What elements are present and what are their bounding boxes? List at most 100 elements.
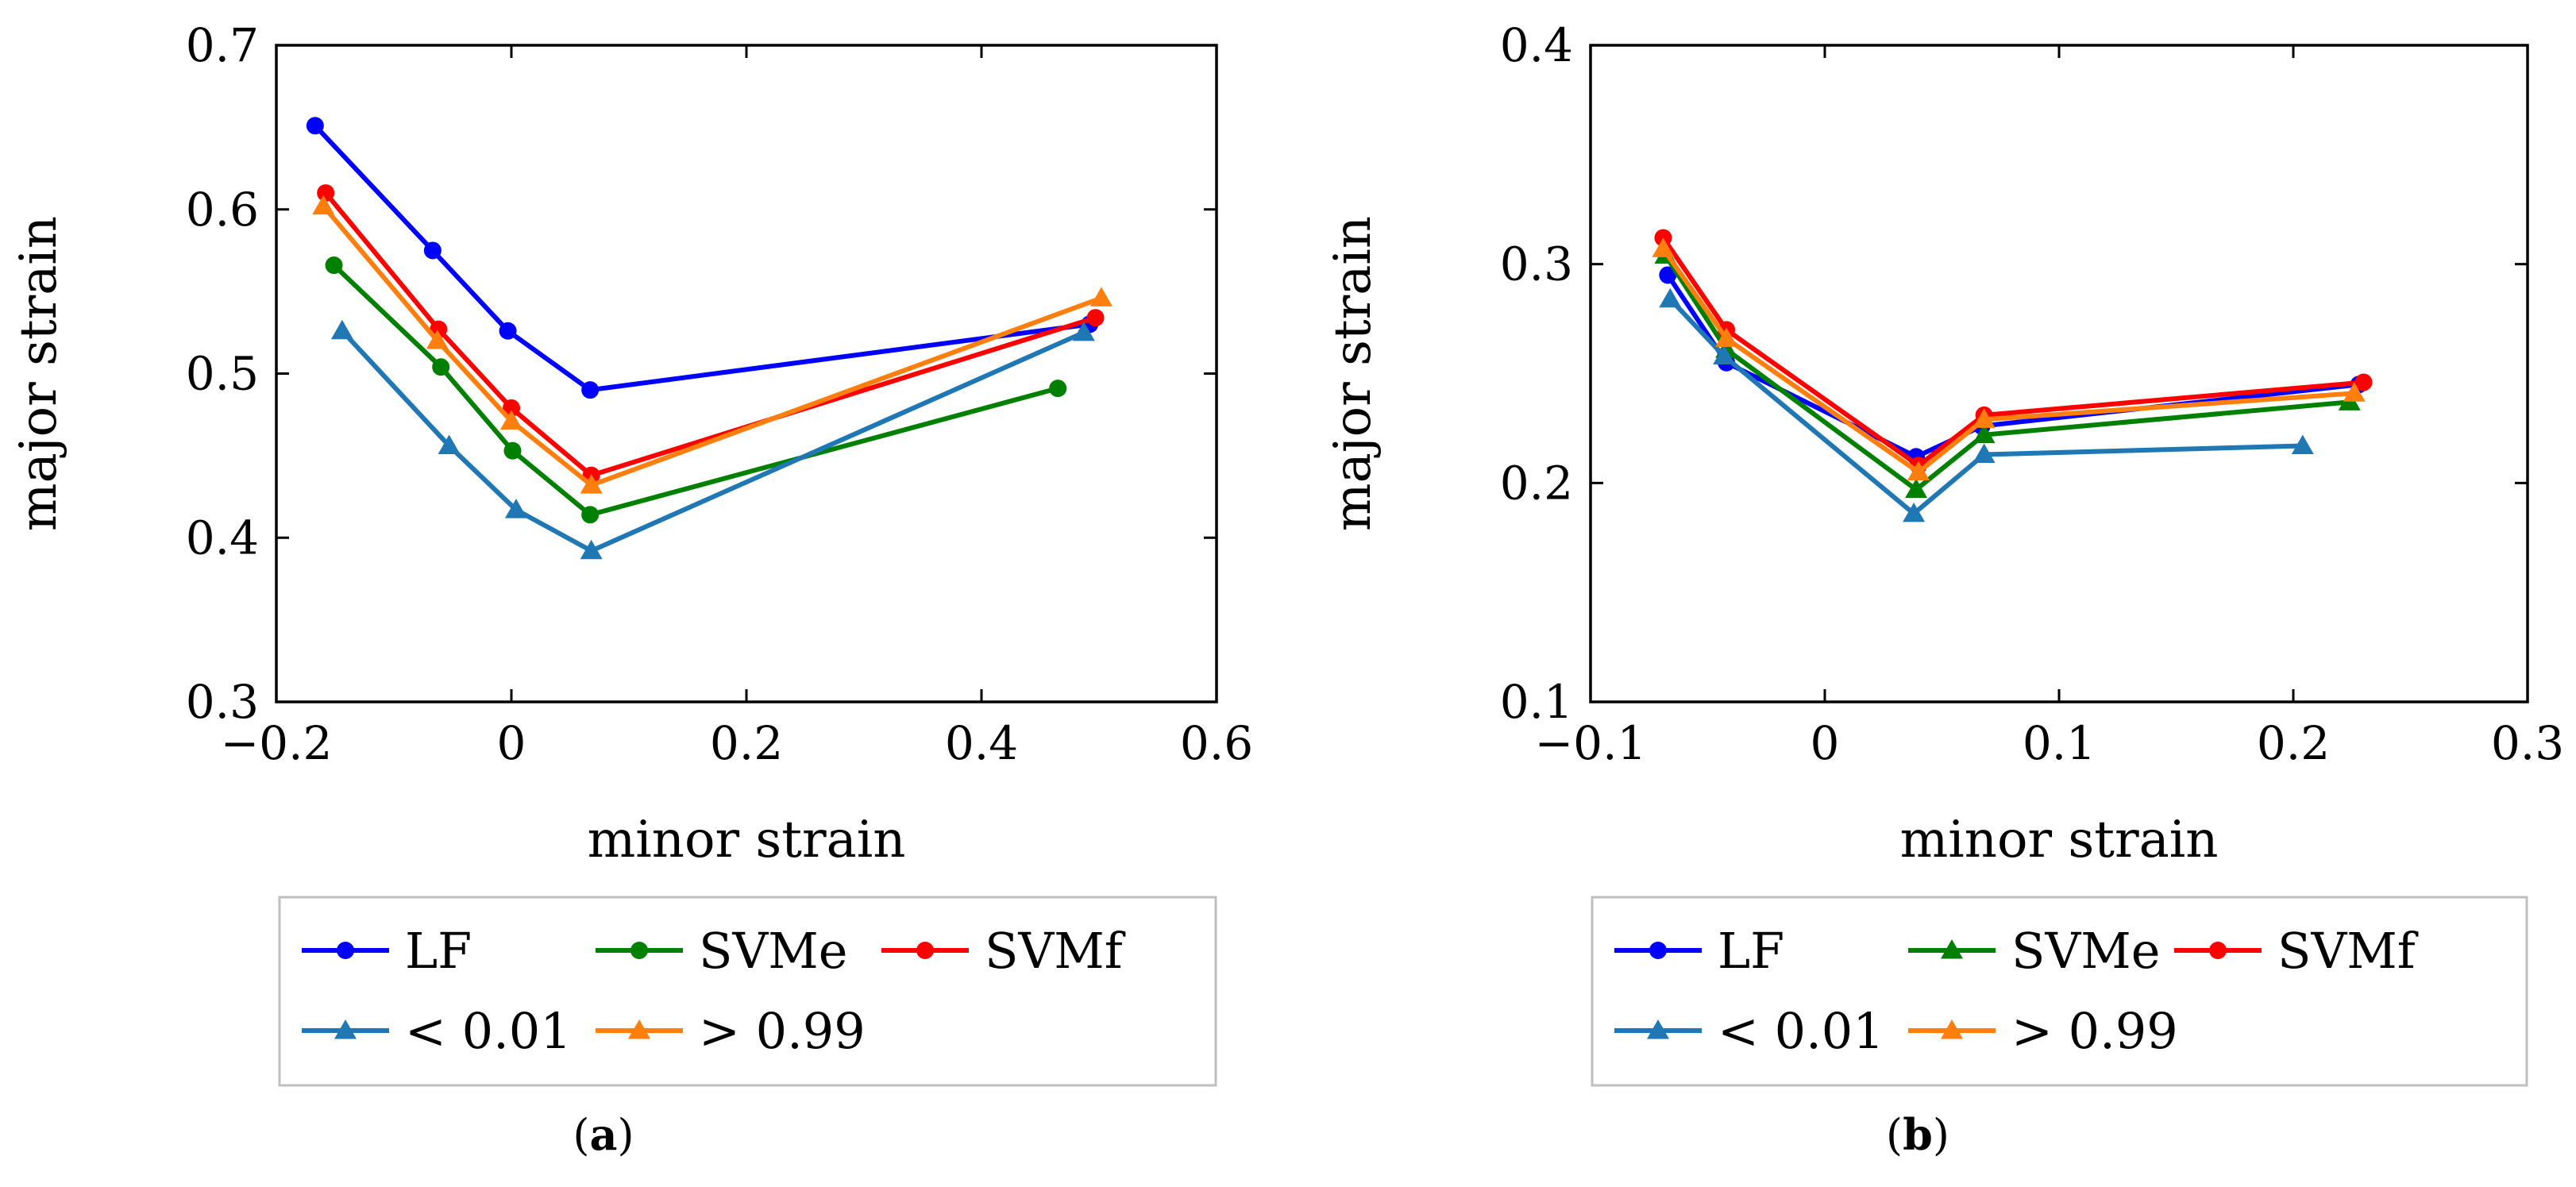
x-axis-label: minor strain xyxy=(1900,811,2219,869)
legend-label: SVMf xyxy=(985,922,1126,980)
data-point xyxy=(317,184,335,202)
y-tick-label: 0.7 xyxy=(186,18,259,72)
data-point xyxy=(1907,461,1930,481)
y-tick-label: 0.3 xyxy=(1500,237,1573,291)
data-point xyxy=(2354,373,2373,391)
legend-entry-lf: LF xyxy=(1614,922,1784,980)
x-tick-label: 0.1 xyxy=(2023,716,2096,770)
data-point xyxy=(1972,443,1996,463)
x-tick-label: 0.6 xyxy=(1180,716,1253,770)
series-svmf xyxy=(1654,229,2373,475)
x-tick-label: 0 xyxy=(497,716,526,770)
legend-label: > 0.99 xyxy=(699,1002,866,1060)
data-point xyxy=(1659,266,1677,284)
series-lf xyxy=(306,117,1099,399)
data-point xyxy=(1659,287,1682,308)
data-point xyxy=(312,195,335,215)
legend-label: LF xyxy=(1718,922,1784,980)
data-point xyxy=(438,434,461,454)
legend-label: SVMe xyxy=(699,922,847,980)
data-point xyxy=(2343,382,2366,402)
x-tick-label: 0 xyxy=(1811,716,1840,770)
legend-swatch-marker xyxy=(1649,942,1667,959)
data-point xyxy=(1905,478,1928,499)
data-point xyxy=(1652,237,1675,257)
series-lt-0-01 xyxy=(330,319,1095,560)
data-point xyxy=(1715,327,1738,347)
legend-label: LF xyxy=(405,922,472,980)
data-point xyxy=(580,474,603,494)
legend-swatch-marker xyxy=(628,1019,650,1039)
data-point xyxy=(1972,408,1996,428)
legend-swatch-marker xyxy=(1647,1019,1669,1039)
data-point xyxy=(503,441,522,460)
data-point xyxy=(330,319,353,340)
legend-swatch-marker xyxy=(1941,1019,1963,1039)
legend-box xyxy=(278,896,1217,1087)
panel-caption: (a) xyxy=(573,1109,634,1160)
panel-caption: (b) xyxy=(1886,1109,1949,1160)
plot-frame xyxy=(275,44,1218,703)
x-tick-label: 0.2 xyxy=(2257,716,2330,770)
y-tick-label: 0.4 xyxy=(186,511,259,565)
legend-swatch-marker xyxy=(631,942,648,959)
y-tick-label: 0.2 xyxy=(1500,456,1573,510)
chart-panel-b: −0.1 0 0.1 0.2 0.3 0.1 0.2 0.3 0.4 minor strain ma… xyxy=(1324,18,2564,1160)
x-tick-label: −0.1 xyxy=(1535,716,1647,770)
data-point xyxy=(1903,502,1926,522)
data-point xyxy=(499,322,517,340)
series-line-lf xyxy=(1665,273,2359,460)
y-tick-label: 0.1 xyxy=(1500,675,1573,729)
series-line-lt-0-01 xyxy=(1668,297,2303,516)
data-point xyxy=(423,241,442,260)
legend-label: < 0.01 xyxy=(1718,1002,1884,1060)
y-tick-label: 0.3 xyxy=(186,675,259,729)
x-tick-label: 0.3 xyxy=(2491,716,2564,770)
data-point xyxy=(2291,434,2314,454)
legend-label: < 0.01 xyxy=(405,1002,572,1060)
chart-panel-a: −0.2 0 0.2 0.4 0.6 0.3 0.4 0.5 0.6 0.7 minor strai… xyxy=(10,18,1253,1160)
data-point xyxy=(1972,423,1996,444)
data-point xyxy=(1072,321,1095,341)
data-point xyxy=(1713,345,1736,364)
legend-entry-gt-0-99: > 0.99 xyxy=(1908,1002,2178,1060)
y-axis-label: major strain xyxy=(10,216,68,531)
legend-box xyxy=(1591,896,2528,1087)
legend: LF SVMe SVMf < 0.01 > 0.99 xyxy=(1591,896,2528,1087)
data-point xyxy=(306,117,324,135)
axis-ticks: −0.2 0 0.2 0.4 0.6 0.3 0.4 0.5 0.6 0.7 xyxy=(186,18,1253,770)
x-tick-label: 0.4 xyxy=(945,716,1018,770)
legend-label: SVMe xyxy=(2011,922,2160,980)
plot-frame xyxy=(1589,44,2529,703)
y-tick-label: 0.6 xyxy=(186,183,259,237)
series-svme xyxy=(1654,244,2361,499)
legend-entry-lf: LF xyxy=(302,922,472,980)
legend-swatch-marker xyxy=(1941,939,1963,959)
data-point xyxy=(426,330,449,349)
data-point xyxy=(581,506,600,524)
axis-ticks: −0.1 0 0.1 0.2 0.3 0.1 0.2 0.3 0.4 xyxy=(1500,18,2564,770)
x-axis-label: minor strain xyxy=(588,811,906,869)
data-point xyxy=(581,381,600,399)
legend-entry-lt-0-01: < 0.01 xyxy=(302,1002,572,1060)
legend-entry-lt-0-01: < 0.01 xyxy=(1614,1002,1884,1060)
y-tick-label: 0.5 xyxy=(186,347,259,401)
data-point xyxy=(1086,309,1105,327)
legend-swatch-marker xyxy=(916,942,934,959)
legend-label: > 0.99 xyxy=(2011,1002,2178,1060)
y-tick-label: 0.4 xyxy=(1500,18,1573,72)
data-point xyxy=(503,399,520,417)
legend-swatch-marker xyxy=(2209,942,2227,959)
data-point xyxy=(1089,287,1113,306)
legend-entry-svmf: SVMf xyxy=(881,922,1126,980)
legend-swatch-marker xyxy=(337,942,354,959)
x-tick-label: 0.2 xyxy=(710,716,783,770)
series-svme xyxy=(325,256,1067,524)
data-point xyxy=(580,539,603,560)
data-point xyxy=(500,410,523,430)
data-point xyxy=(1049,380,1067,398)
legend-entry-gt-0-99: > 0.99 xyxy=(596,1002,866,1060)
x-tick-label: −0.2 xyxy=(221,716,333,770)
series-lt-0-01 xyxy=(1659,287,2314,522)
legend-label: SVMf xyxy=(2277,922,2419,980)
